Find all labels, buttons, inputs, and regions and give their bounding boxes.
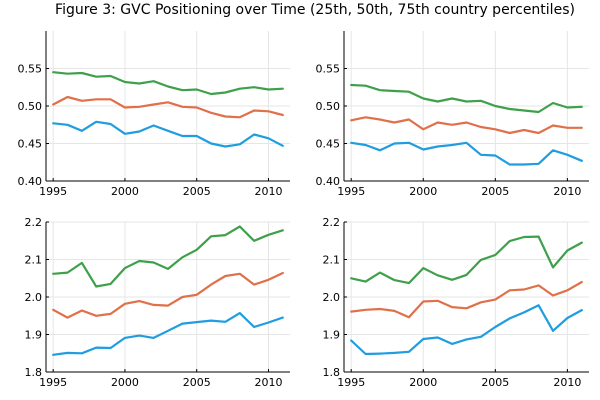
y-tick-label: 2.0	[25, 291, 43, 304]
series-line-1	[350, 304, 583, 356]
x-tick-label: 2005	[481, 376, 509, 389]
y-tick-label: 1.8	[323, 366, 341, 379]
x-tick-label: 1995	[39, 185, 67, 198]
y-tick-label: 0.50	[316, 100, 341, 113]
series-line-1	[350, 141, 583, 166]
x-tick-label: 2005	[183, 376, 211, 389]
y-tick-label: 0.40	[316, 175, 341, 188]
x-tick-label: 2005	[183, 185, 211, 198]
figure-title: Figure 3: GVC Positioning over Time (25t…	[55, 2, 575, 18]
series-line-1	[52, 312, 284, 356]
series-line-1	[52, 120, 284, 148]
series-line-2	[350, 280, 583, 319]
y-tick-label: 0.45	[18, 138, 43, 151]
x-tick-label: 1995	[337, 185, 365, 198]
panel-top-right: 1995 2000 2005 2010 0.40 0.45 0.50 0.55	[316, 31, 589, 198]
x-tick-label: 1995	[337, 376, 365, 389]
y-tick-label: 0.55	[18, 63, 43, 76]
y-tick-label: 1.9	[323, 329, 341, 342]
y-tick-label: 2.1	[323, 254, 341, 267]
x-tick-label: 2010	[553, 376, 581, 389]
x-tick-label: 2000	[409, 185, 437, 198]
y-tick-label: 2.2	[25, 216, 43, 229]
y-tick-label: 0.55	[316, 63, 341, 76]
x-tick-label: 2010	[254, 376, 282, 389]
series-line-2	[52, 271, 284, 319]
y-tick-label: 2.0	[323, 291, 341, 304]
y-tick-label: 2.2	[323, 216, 341, 229]
x-tick-label: 1995	[39, 376, 67, 389]
series-line-3	[350, 235, 583, 285]
panel-bottom-right: 1995 2000 2005 2010 1.8 1.9 2.0 2.1 2.2	[323, 216, 589, 389]
series-line-3	[350, 83, 583, 114]
y-tick-label: 0.50	[18, 100, 43, 113]
series-line-2	[52, 95, 284, 119]
x-tick-label: 2000	[111, 376, 139, 389]
panel-top-left: 1995 2000 2005 2010 0.40 0.45 0.50 0.55	[18, 31, 290, 198]
series-line-3	[52, 71, 284, 96]
x-tick-label: 2010	[553, 185, 581, 198]
x-tick-label: 2000	[111, 185, 139, 198]
y-tick-label: 0.45	[316, 138, 341, 151]
x-tick-label: 2000	[409, 376, 437, 389]
x-tick-label: 2005	[481, 185, 509, 198]
x-tick-label: 2010	[254, 185, 282, 198]
series-line-2	[350, 116, 583, 135]
panel-bottom-left: 1995 2000 2005 2010 1.8 1.9 2.0 2.1 2.2	[25, 216, 290, 389]
y-tick-label: 2.1	[25, 254, 43, 267]
panels: 1995 2000 2005 2010 0.40 0.45 0.50 0.55 1995 2000…	[18, 31, 589, 389]
y-tick-label: 0.40	[18, 175, 43, 188]
y-tick-label: 1.8	[25, 366, 43, 379]
y-tick-label: 1.9	[25, 329, 43, 342]
series-line-3	[52, 225, 284, 288]
